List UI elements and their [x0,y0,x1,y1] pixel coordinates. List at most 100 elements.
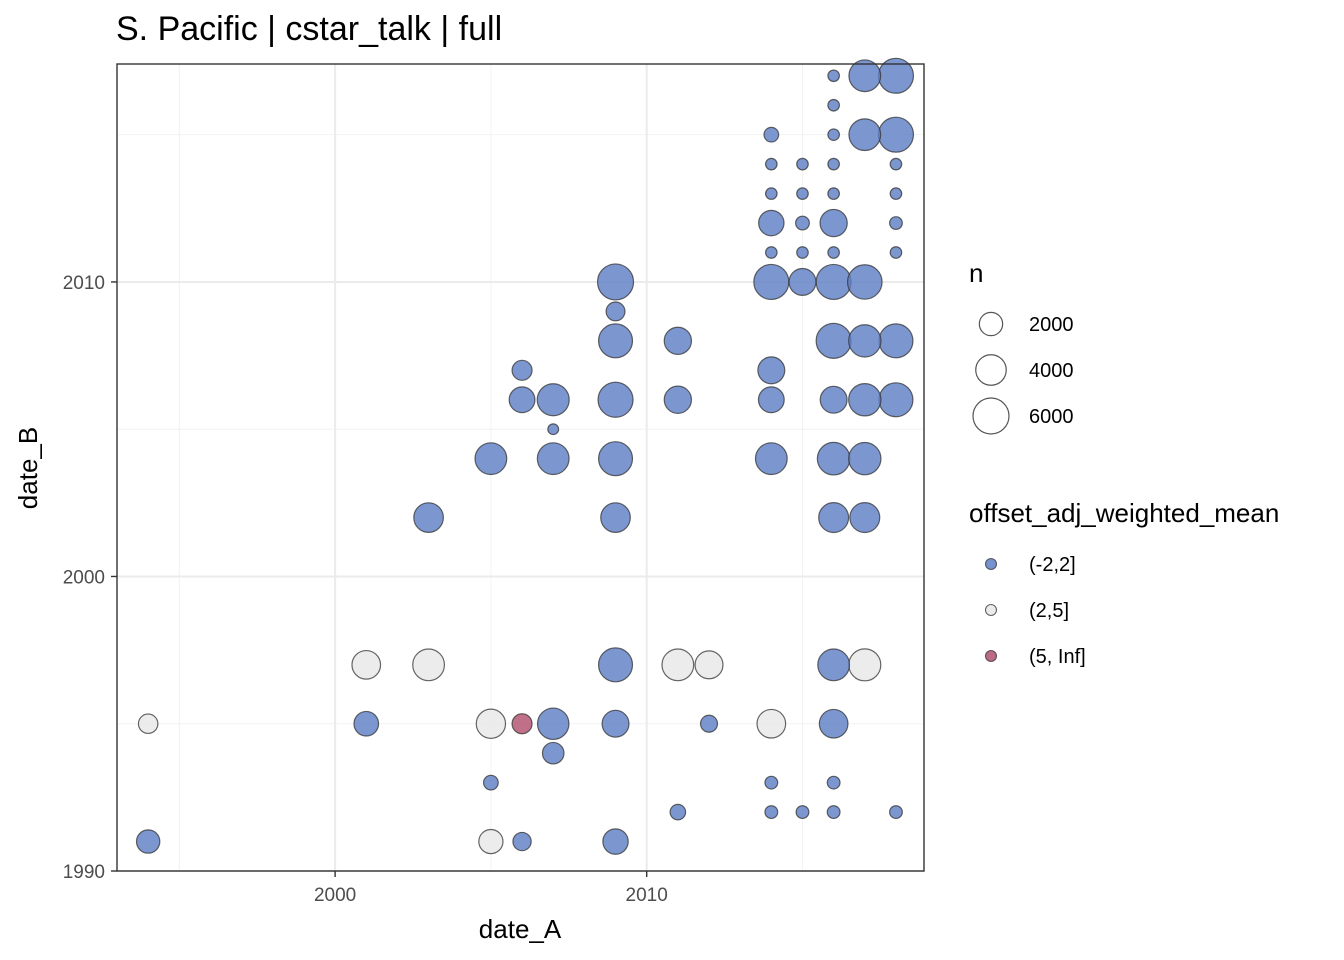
data-point [475,708,507,739]
x-axis-title: date_A [479,914,562,944]
data-point [848,59,882,93]
data-point [413,502,444,533]
size-legend-key [975,354,1007,386]
data-point [848,648,882,682]
data-point [796,157,809,171]
x-tick-label: 2010 [626,885,668,906]
data-point [764,246,778,259]
data-point [541,741,565,765]
data-point [819,385,848,414]
data-point [889,805,903,820]
data-point [663,326,693,356]
y-tick-label: 2010 [63,273,105,294]
data-point [827,187,840,200]
data-point [482,774,499,791]
data-point [597,647,634,683]
data-point [788,267,817,296]
data-point [815,263,852,301]
data-point [536,442,570,476]
size-legend-key [972,397,1010,435]
size-legend-title: n [969,258,983,288]
data-point [597,323,634,359]
data-point [694,650,724,680]
data-point [135,829,161,854]
data-point [508,386,536,414]
data-point [757,356,786,385]
data-point [596,263,635,301]
data-point [699,714,719,733]
data-point [796,246,809,259]
data-point [889,157,903,171]
color-legend-key [984,649,998,663]
data-point [547,423,560,436]
data-point [412,648,446,682]
data-point [597,441,634,477]
plot-panel [116,57,925,872]
data-point [758,209,785,237]
data-point [536,707,570,741]
data-point [826,805,841,820]
data-points [135,57,915,855]
data-point [511,713,533,735]
data-point [818,708,849,739]
color-legend-key [984,557,998,571]
data-point [764,157,778,171]
y-tick-label: 2000 [63,567,105,588]
data-point [818,502,850,534]
data-point [817,648,851,682]
x-axis: 2000 2010 [314,871,668,906]
color-legend-key [984,603,998,617]
data-point [511,359,533,381]
data-point [757,386,785,414]
data-point [848,118,882,152]
data-point [848,324,882,358]
data-point [848,441,882,476]
data-point [877,116,915,153]
data-point [601,709,630,738]
size-legend-key [978,311,1004,337]
data-point [795,805,810,820]
data-point [351,649,382,680]
data-point [889,246,903,259]
data-point [512,831,532,852]
color-legend-title: offset_adj_weighted_mean [969,498,1279,528]
data-point [754,442,788,476]
data-point [474,442,508,476]
data-point [669,803,687,821]
data-point [827,157,840,171]
data-point [602,828,629,855]
x-tick-label: 2000 [314,885,356,906]
data-point [536,383,570,417]
data-point [661,648,695,682]
data-point [846,264,883,300]
data-point [889,216,903,230]
data-point [796,187,809,200]
color-legend-label: (2,5] [1029,600,1069,622]
data-point [663,385,693,414]
size-legend-label: 4000 [1029,360,1074,382]
data-point [827,98,840,112]
data-point [764,187,778,200]
data-point [849,502,881,534]
y-axis-title: date_B [13,427,43,509]
data-point [827,246,840,259]
size-legend-label: 6000 [1029,406,1074,428]
data-point [137,713,159,735]
y-tick-label: 1990 [63,862,105,883]
size-legend: n 2000 4000 6000 [969,258,1074,435]
data-point [795,215,810,231]
data-point [763,126,780,143]
data-point [878,382,914,418]
chart-title: S. Pacific | cstar_talk | full [116,10,502,48]
color-legend-label: (5, Inf] [1029,646,1086,668]
data-point [827,128,840,142]
data-point [353,710,380,737]
data-point [826,775,841,790]
color-legend-label: (-2,2] [1029,554,1076,576]
data-point [600,502,631,533]
data-point [597,381,634,418]
data-point [827,69,840,83]
size-legend-label: 2000 [1029,314,1074,336]
data-point [815,322,852,359]
color-legend: offset_adj_weighted_mean (-2,2] (2,5] (5, … [969,498,1279,668]
